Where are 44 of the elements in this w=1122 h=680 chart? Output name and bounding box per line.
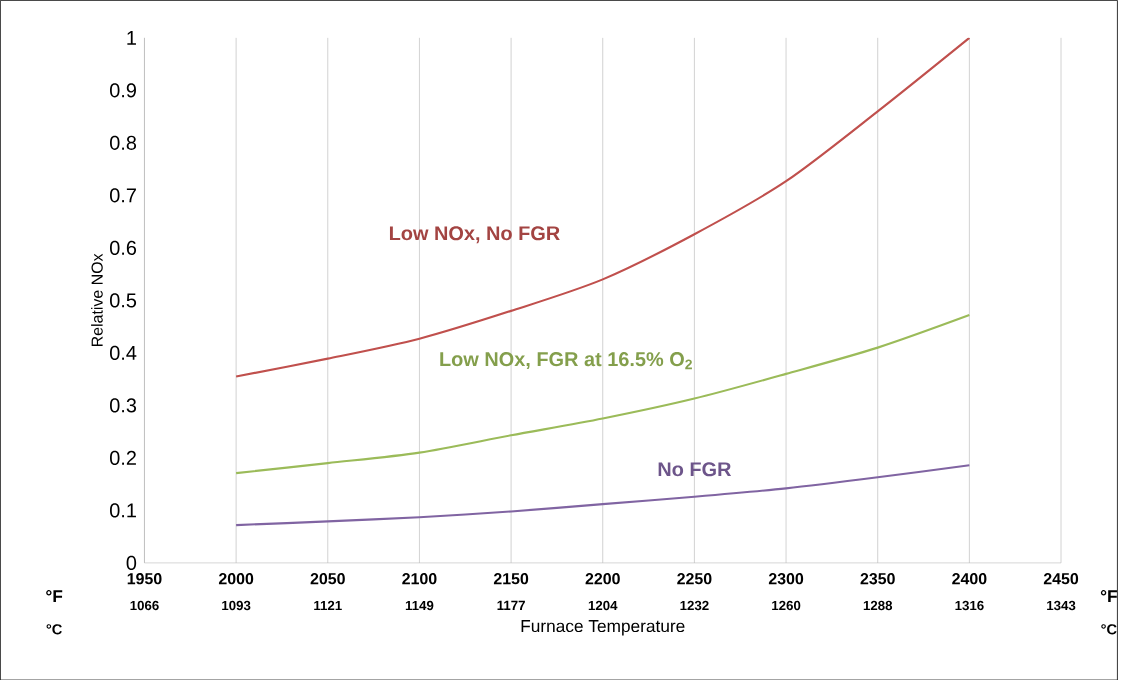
x2-tick-label: 1288 xyxy=(863,600,893,610)
line-series xyxy=(235,37,971,378)
y-tick-label: 1 xyxy=(127,30,136,45)
y-tick-label: 0.8 xyxy=(110,135,137,150)
x-tick-label: 2250 xyxy=(677,572,712,585)
y-tick-label: 0.5 xyxy=(110,293,137,308)
x-axis-title: Furnace Temperature xyxy=(521,619,685,636)
y-tick-label: 0.6 xyxy=(110,240,137,255)
x2-tick-label: 1121 xyxy=(314,600,342,610)
line-series xyxy=(235,463,971,526)
x2-tick-label: 1260 xyxy=(772,600,801,610)
x-tick-label: 2300 xyxy=(768,572,804,585)
text: °F xyxy=(1100,589,1117,602)
x-tick-label: 2350 xyxy=(860,572,895,585)
x2-tick-label: 1066 xyxy=(130,600,159,610)
x2-tick-label: 1343 xyxy=(1047,600,1076,610)
y-axis-title: Relative NOx xyxy=(91,253,103,346)
x-tick-label: 2450 xyxy=(1043,572,1079,585)
x-tick-label: 1950 xyxy=(127,572,162,585)
y-tick-label: 0.7 xyxy=(110,188,136,203)
x-tick-label: 2000 xyxy=(218,572,254,585)
x2-tick-label: 1232 xyxy=(680,600,709,610)
text: °C xyxy=(46,623,62,635)
series-label: No FGR xyxy=(658,461,732,477)
x-tick-label: 2100 xyxy=(402,572,437,585)
y-tick-label: 0.3 xyxy=(110,398,137,413)
x2-tick-label: 1316 xyxy=(955,600,984,610)
x-tick-label: 2050 xyxy=(310,572,345,585)
text: Low NOx, No FGR xyxy=(389,225,560,243)
series-label: Low NOx, FGR at 16.5% O$_{2}$ xyxy=(440,351,692,369)
y-tick-label: 0.9 xyxy=(110,83,136,98)
x2-tick-label: 1204 xyxy=(588,600,618,610)
x-tick-label: 2200 xyxy=(585,572,620,585)
y-tick-label: 0 xyxy=(126,555,137,570)
y-tick-label: 0.2 xyxy=(110,450,136,465)
text: °F xyxy=(46,589,63,602)
y-tick-label: 0.1 xyxy=(110,503,136,518)
y-tick-label: 0.4 xyxy=(110,345,137,360)
x2-tick-label: 1177 xyxy=(497,600,525,610)
x2-tick-label: 1093 xyxy=(222,600,251,610)
x-tick-label: 2400 xyxy=(952,572,987,585)
text: °C xyxy=(1101,623,1117,635)
x-tick-label: 2150 xyxy=(493,572,529,585)
x2-tick-label: 1149 xyxy=(405,600,434,610)
